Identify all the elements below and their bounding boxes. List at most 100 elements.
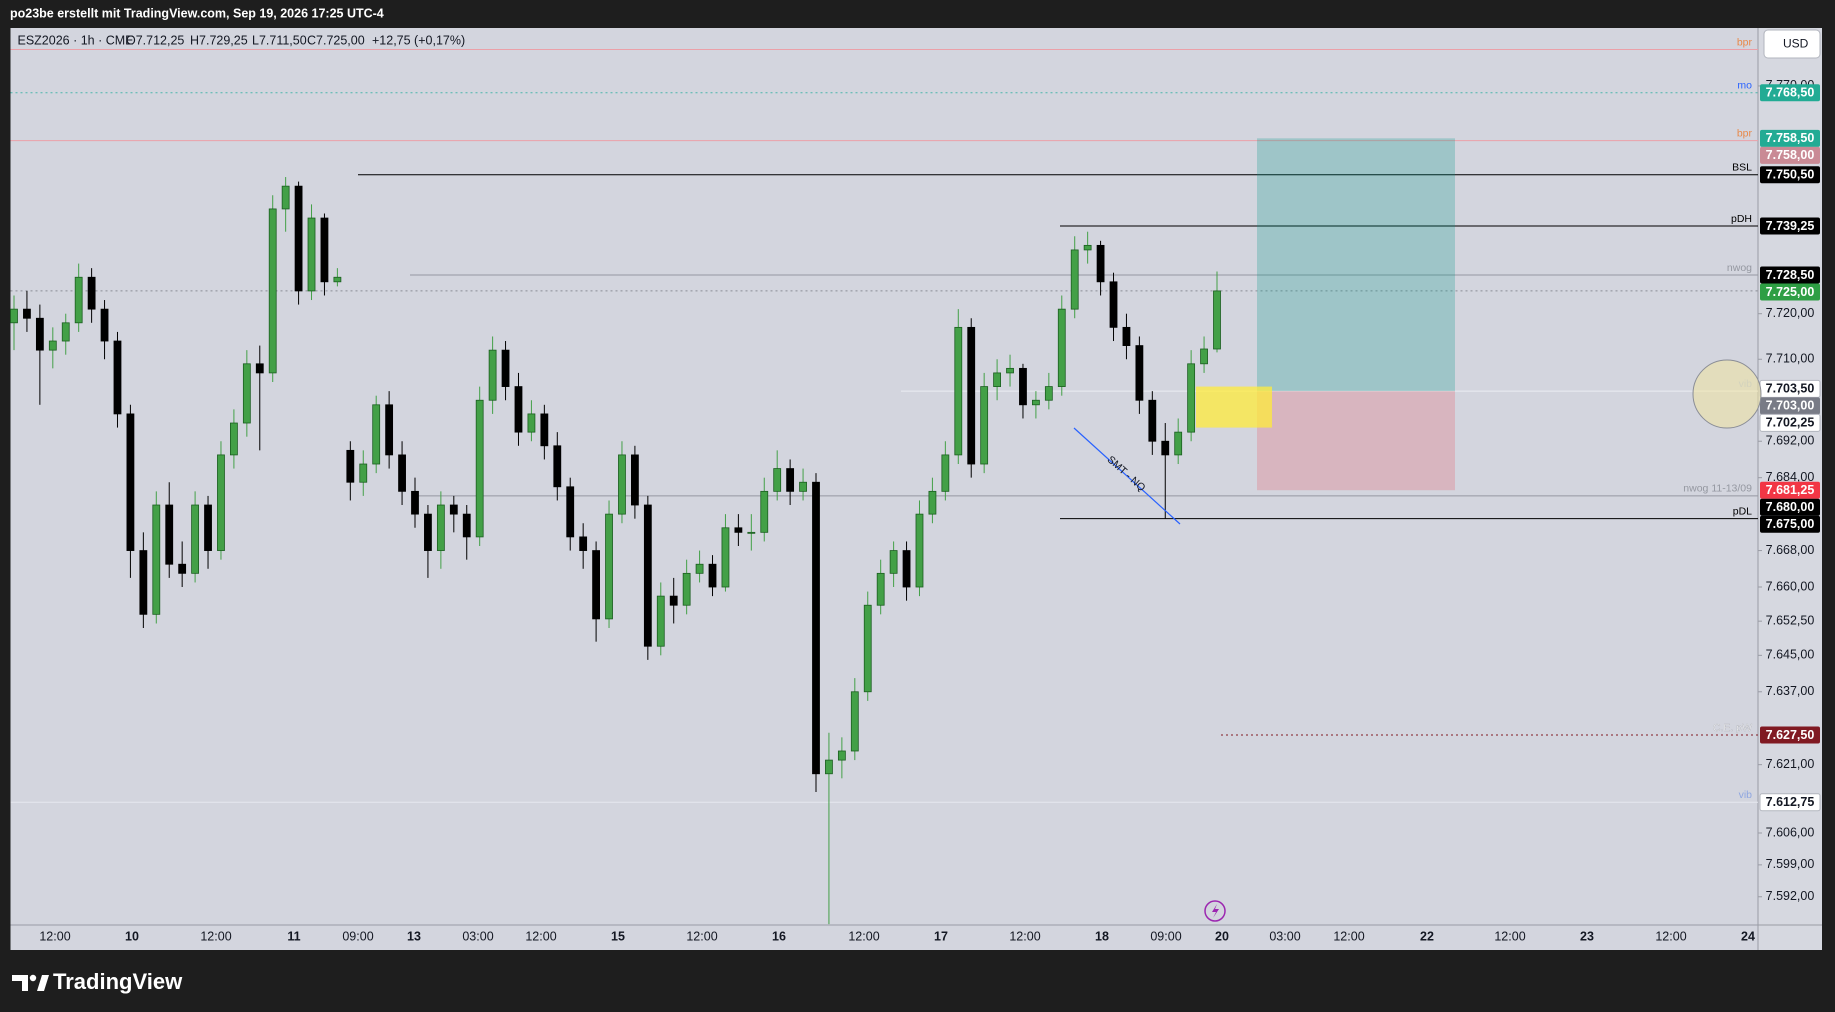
price-label: 7.768,50 (1766, 86, 1815, 100)
x-tick-label: 17 (934, 929, 948, 943)
candle-body (566, 486, 575, 538)
level-name: bpr (1737, 127, 1753, 139)
candle-body (475, 399, 484, 538)
candle-body (915, 513, 924, 588)
x-tick-label: 12:00 (39, 929, 70, 943)
candle-body (656, 595, 665, 647)
candle-body (87, 276, 96, 310)
stop-zone (1257, 391, 1455, 491)
candle-body (398, 454, 406, 492)
fvg-zone (1196, 386, 1272, 428)
y-tick-label: 7.692,00 (1766, 434, 1815, 448)
ohlc-high: H7.729,25 (190, 33, 248, 47)
candle-body (255, 363, 264, 374)
candle-body (139, 550, 148, 615)
price-box (1760, 146, 1820, 164)
candle-body (1006, 367, 1014, 374)
candle-body (230, 422, 238, 456)
x-tick-label: 18 (1095, 929, 1109, 943)
candle-body (1109, 281, 1118, 328)
price-label: 7.681,25 (1766, 483, 1815, 497)
candle-body (1148, 399, 1157, 442)
brand: TradingView (53, 969, 183, 994)
candle-body (954, 326, 963, 456)
candle-body (411, 490, 419, 515)
candle-body (1032, 399, 1040, 406)
price-box (1760, 481, 1820, 499)
candle-body (643, 504, 652, 647)
x-tick-label: 10 (125, 929, 139, 943)
candle-body (618, 454, 626, 515)
x-tick-label: 11 (287, 929, 300, 943)
candle-body (695, 563, 704, 574)
level-name: C.E. pW (1713, 722, 1752, 734)
candle-body (165, 504, 174, 565)
candle-body (734, 527, 743, 533)
candle-body (631, 454, 639, 506)
price-label: 7.612,75 (1766, 795, 1815, 809)
candle-body (889, 550, 898, 574)
change: +12,75 (+0,17%) (372, 33, 465, 47)
candle-body (385, 404, 394, 456)
x-tick-label: 23 (1580, 929, 1594, 943)
candle-body (320, 217, 329, 283)
candle-body (346, 449, 355, 483)
candle-body (682, 572, 691, 606)
currency-button[interactable] (1763, 29, 1821, 59)
price-box (1760, 498, 1820, 516)
candle-body (1174, 431, 1183, 456)
credit: po23be erstellt mit TradingView.com, Sep… (10, 6, 384, 20)
candle-body (902, 550, 911, 588)
candle-body (540, 413, 549, 447)
candle-body (449, 504, 458, 515)
price-box (1760, 515, 1820, 533)
y-tick-label: 7.592,00 (1766, 889, 1815, 903)
candle-body (1200, 348, 1208, 365)
price-box (1760, 283, 1820, 301)
candle-body (217, 454, 225, 551)
x-tick-label: 09:00 (342, 929, 373, 943)
candle-body (100, 308, 109, 342)
price-label: 7.627,50 (1766, 728, 1815, 742)
x-tick-label: 15 (611, 929, 625, 943)
candle-body (592, 550, 600, 620)
target-zone (1257, 138, 1455, 392)
candle-body (941, 454, 950, 492)
x-tick-label: 09:00 (1150, 929, 1181, 943)
ohlc-open: O7.712,25 (126, 33, 184, 47)
events-bolt (1212, 904, 1219, 918)
y-tick-label: 7.599,00 (1766, 857, 1815, 871)
candle-body (850, 691, 859, 752)
candle-body (876, 572, 885, 606)
candle-body (152, 504, 161, 615)
candle-body (747, 531, 756, 534)
price-box (1760, 84, 1820, 102)
candle-body (812, 481, 820, 775)
x-tick-label: 03:00 (462, 929, 493, 943)
events-icon[interactable] (1204, 900, 1226, 922)
y-tick-label: 7.606,00 (1766, 825, 1815, 839)
price-label: 7.702,25 (1766, 416, 1815, 430)
candle-body (10, 308, 18, 324)
candle-body (721, 527, 730, 588)
x-tick-label: 12:00 (525, 929, 556, 943)
y-tick-label: 7.660,00 (1766, 579, 1815, 593)
y-tick-label: 7.645,00 (1766, 648, 1815, 662)
candle-body (242, 363, 251, 424)
candle-body (178, 563, 187, 574)
candle-body (23, 308, 31, 319)
level-name: bpr (1737, 36, 1753, 48)
chart-panel (10, 28, 1822, 950)
price-box (1760, 397, 1820, 415)
price-label: 7.725,00 (1766, 285, 1815, 299)
level-name: pDH (1731, 213, 1752, 225)
candle-body (1161, 440, 1170, 456)
candle-body (1213, 290, 1221, 350)
candle-body (307, 217, 316, 292)
candle-body (514, 386, 523, 433)
candle-body (359, 463, 368, 483)
candle-body (773, 468, 782, 492)
price-label: 7.703,00 (1766, 399, 1815, 413)
y-tick-label: 7.684,00 (1766, 470, 1815, 484)
candle-body (786, 468, 795, 492)
